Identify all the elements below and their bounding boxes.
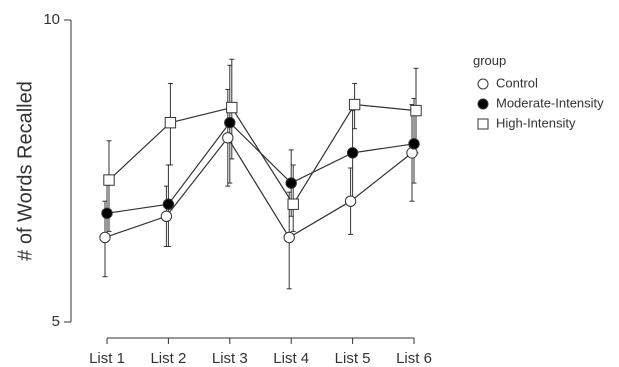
y-tick-label: 5: [52, 313, 60, 330]
legend-marker: [477, 98, 489, 110]
error-bars: [102, 58, 419, 290]
x-axis-ticks: List 1 List 2 List 3 List 4 List 5 List 6: [89, 338, 432, 367]
legend-marker: [477, 118, 489, 130]
x-tick-label: List 1: [89, 350, 125, 367]
series-line: [104, 136, 413, 239]
data-point: [287, 198, 299, 210]
data-point: [103, 174, 115, 186]
legend-title: group: [473, 53, 506, 68]
data-point: [410, 104, 422, 117]
x-tick-label: List 4: [273, 350, 309, 367]
legend-label: High-Intensity: [496, 115, 576, 130]
data-point: [348, 98, 361, 111]
data-point: [226, 101, 238, 114]
data-point: [160, 210, 173, 223]
data-point: [346, 147, 359, 159]
legend-label: Moderate-Intensity: [496, 95, 604, 110]
x-tick-label: List 2: [150, 350, 186, 367]
legend-marker: [477, 78, 489, 90]
legend-label: Control: [496, 75, 538, 90]
series-markers: [99, 98, 422, 244]
y-axis-label: # of Words Recalled: [14, 81, 36, 261]
data-point: [408, 138, 420, 150]
data-point: [99, 231, 111, 244]
data-point: [283, 231, 295, 244]
y-tick-label: 10: [43, 11, 60, 28]
data-point: [224, 116, 236, 129]
data-point: [162, 198, 175, 210]
x-tick-label: List 5: [335, 350, 371, 367]
data-point: [344, 195, 357, 207]
y-axis-ticks: 5 10: [43, 11, 71, 330]
data-point: [285, 177, 297, 189]
data-point: [164, 116, 177, 129]
x-tick-label: List 6: [396, 350, 432, 367]
x-tick-label: List 3: [212, 350, 248, 367]
legend: Control Moderate-Intensity High-Intensity: [477, 75, 604, 130]
series-line: [106, 121, 415, 214]
data-point: [222, 132, 234, 144]
series-line: [108, 103, 417, 206]
series-lines: [104, 103, 417, 239]
data-point: [101, 207, 113, 219]
